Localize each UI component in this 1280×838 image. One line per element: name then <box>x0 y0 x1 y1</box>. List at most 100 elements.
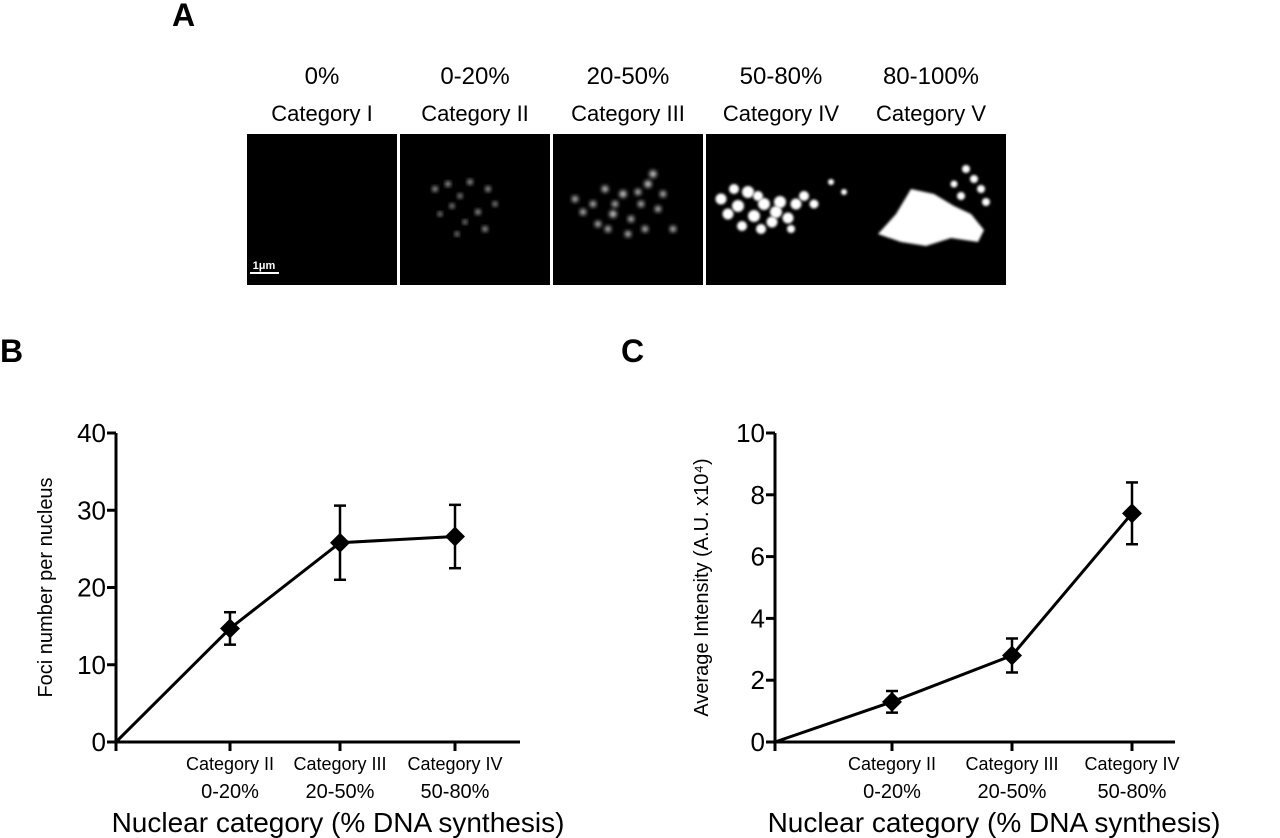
focus-spot <box>756 224 766 234</box>
data-point-marker <box>330 532 350 553</box>
focus-spot <box>449 203 455 209</box>
data-point-marker <box>882 691 902 712</box>
panel-label-c: C <box>621 333 644 369</box>
micrograph-tile <box>856 134 1006 285</box>
y-tick-label: 40 <box>77 418 106 448</box>
focus-spot <box>605 226 611 232</box>
x-tick-label-range: 20-50% <box>306 781 375 803</box>
y-axis-label: Average Intensity (A.U. x10⁴) <box>691 458 713 716</box>
series-line <box>774 512 1134 744</box>
x-tick-label-range: 0-20% <box>201 781 259 803</box>
focus-spot <box>828 179 834 185</box>
focus-spot <box>766 216 778 228</box>
focus-spot <box>722 208 734 220</box>
focus-spot <box>485 186 491 192</box>
micrograph-percent-label: 20-50% <box>587 63 670 90</box>
focus-spot <box>962 165 970 173</box>
x-tick-label: Category IV <box>1084 754 1179 774</box>
focus-spot <box>467 179 473 185</box>
data-point-marker <box>445 526 465 547</box>
micrograph-row: 0% Category I 0-20% Category II 20-50% Catego… <box>247 63 1006 285</box>
focus-spot <box>455 232 459 236</box>
x-tick-label: Category II <box>186 754 274 774</box>
panel-label-b: B <box>0 333 23 369</box>
focus-spot <box>635 189 641 195</box>
focus-spot <box>782 212 794 224</box>
y-tick-label: 20 <box>77 573 106 603</box>
micrograph-percent-label: 80-100% <box>883 63 979 90</box>
micrograph-image <box>553 134 703 285</box>
focus-spot <box>841 189 847 195</box>
focus-spot <box>742 186 754 198</box>
focus-spot <box>790 198 802 210</box>
focus-spot <box>770 206 782 218</box>
focus-spot <box>482 226 488 232</box>
series-line <box>114 535 456 744</box>
focus-spot <box>970 175 978 183</box>
focus-spot <box>432 186 438 192</box>
x-axis-label: Nuclear category (% DNA synthesis) <box>768 807 1221 838</box>
focus-spot <box>753 191 763 201</box>
y-tick-label: 6 <box>751 542 765 572</box>
focus-spot <box>950 180 958 188</box>
x-tick-label: Category IV <box>407 754 502 774</box>
focus-spot <box>774 196 786 208</box>
focus-spot <box>649 170 657 178</box>
focus-spot <box>799 191 809 201</box>
micrograph-percent-label: 0% <box>305 63 340 90</box>
focus-spot <box>732 200 744 212</box>
focus-spot <box>580 209 586 215</box>
focus-spot <box>457 193 463 199</box>
focus-spot <box>572 196 578 202</box>
x-tick-label-range: 50-80% <box>1098 781 1167 803</box>
dna-synthesis-region <box>878 189 984 246</box>
data-point-marker <box>1002 645 1022 666</box>
focus-spot <box>475 209 481 215</box>
micrograph-image <box>400 134 550 285</box>
micrograph-tile <box>553 134 703 285</box>
focus-spot <box>655 206 661 212</box>
y-tick-label: 8 <box>751 480 765 510</box>
focus-spot <box>438 212 442 216</box>
focus-spot <box>982 198 990 206</box>
focus-spot <box>628 216 634 222</box>
y-tick-label: 10 <box>736 418 765 448</box>
chart-average-intensity: 0 2 4 6 8 10 Category II 0-20% Category III 20-50… <box>691 418 1220 838</box>
focus-spot <box>642 226 648 232</box>
y-tick-label: 30 <box>77 495 106 525</box>
panel-label-a: A <box>172 0 195 33</box>
micrograph-category-label: Category IV <box>723 101 839 126</box>
focus-spot <box>492 201 498 207</box>
data-point-marker <box>1122 503 1142 524</box>
focus-spot <box>625 231 631 237</box>
micrograph-image <box>247 134 397 285</box>
x-tick-label-range: 50-80% <box>421 781 490 803</box>
y-tick-label: 10 <box>77 650 106 680</box>
focus-spot <box>601 185 609 193</box>
micrograph-category-label: Category V <box>876 101 986 126</box>
focus-spot <box>715 193 727 205</box>
micrograph-category-label: Category I <box>271 101 373 126</box>
micrograph-tile <box>706 134 856 285</box>
focus-spot <box>977 185 985 193</box>
x-tick-label: Category III <box>293 754 386 774</box>
x-tick-label: Category III <box>965 754 1058 774</box>
focus-spot <box>758 198 770 210</box>
micrograph-tile <box>247 134 397 285</box>
focus-spot <box>445 181 451 187</box>
micrograph-percent-label: 50-80% <box>740 63 823 90</box>
micrograph-percent-label: 0-20% <box>440 63 509 90</box>
focus-spot <box>644 180 652 188</box>
focus-spot <box>609 210 617 218</box>
micrograph-category-label: Category II <box>421 101 529 126</box>
x-tick-label-range: 20-50% <box>978 781 1047 803</box>
focus-spot <box>612 201 618 207</box>
x-tick-label-range: 0-20% <box>863 781 921 803</box>
focus-spot <box>590 201 596 207</box>
focus-spot <box>670 226 676 232</box>
focus-spot <box>463 220 467 224</box>
focus-spot <box>748 210 760 222</box>
chart-foci-number: 0 10 20 30 40 Category II 0-20% Category III 20-… <box>35 418 564 838</box>
micrograph-category-label: Category III <box>571 101 685 126</box>
